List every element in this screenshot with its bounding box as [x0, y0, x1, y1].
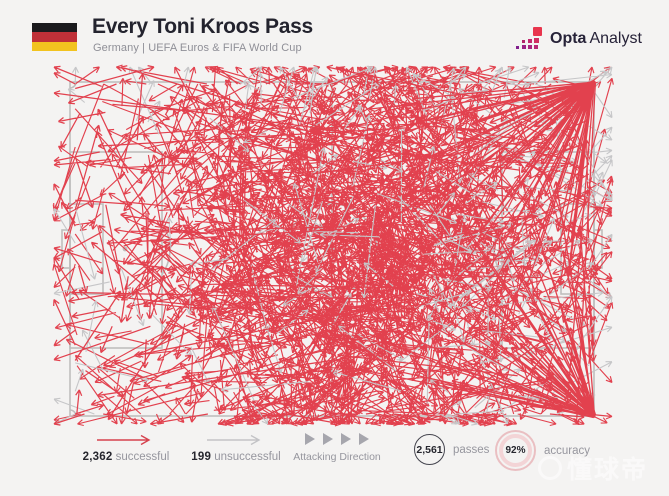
- opta-analyst-logo: Opta Analyst: [516, 27, 642, 50]
- accuracy-label: accuracy: [544, 444, 591, 457]
- page-title: Every Toni Kroos Pass: [92, 15, 313, 38]
- passes-red-switches: [53, 64, 556, 426]
- triangle-icon: [341, 433, 351, 445]
- triangle-icon: [323, 433, 333, 445]
- page-subtitle: Germany | UEFA Euros & FIFA World Cup: [93, 42, 302, 54]
- legend-unsuccessful-label: 199 unsuccessful: [191, 451, 281, 463]
- football-icon: [538, 456, 562, 480]
- attacking-direction-label: Attacking Direction: [293, 451, 381, 463]
- legend-attacking-direction: Attacking Direction: [288, 432, 386, 463]
- flag-stripe-gold: [32, 41, 77, 51]
- successful-arrow-icon: [97, 434, 151, 446]
- triangle-icon: [359, 433, 369, 445]
- passes-grey-top: [67, 65, 513, 135]
- passes-badge: 2,561: [414, 434, 445, 465]
- triangle-icon: [305, 433, 315, 445]
- legend-successful: 2,362 successful: [72, 434, 180, 463]
- passes-label: passes: [453, 443, 490, 456]
- legend-unsuccessful: 199 unsuccessful: [190, 434, 282, 463]
- watermark-text: 懂球帝: [567, 456, 649, 484]
- legend-accuracy: 92% accuracy: [495, 430, 590, 471]
- corner-arc-bl: [69, 409, 77, 417]
- unsuccessful-arrow-icon: [207, 434, 261, 446]
- brand-text: Opta Analyst: [550, 30, 642, 48]
- pass-arrows-successful-detail: [53, 64, 597, 426]
- accuracy-value: 92%: [499, 434, 532, 467]
- legend-successful-label: 2,362 successful: [82, 451, 170, 463]
- opta-mark-icon: [516, 27, 542, 49]
- passes-red-corner-br: [345, 160, 597, 419]
- passes-red-corner-tr: [306, 80, 597, 425]
- brand-name-bold: Opta: [550, 29, 587, 47]
- attacking-direction-icon: [305, 432, 369, 446]
- flag-stripe-black: [32, 23, 77, 33]
- flag-stripe-red: [32, 32, 77, 42]
- germany-flag: [32, 23, 77, 51]
- accuracy-gauge: 92%: [495, 430, 536, 471]
- brand-name-light: Analyst: [589, 29, 642, 47]
- watermark: 懂球帝: [538, 450, 648, 486]
- passes-red-left: [53, 64, 285, 426]
- legend-passes: 2,561 passes: [414, 434, 489, 465]
- corner-arc-tl: [69, 81, 77, 89]
